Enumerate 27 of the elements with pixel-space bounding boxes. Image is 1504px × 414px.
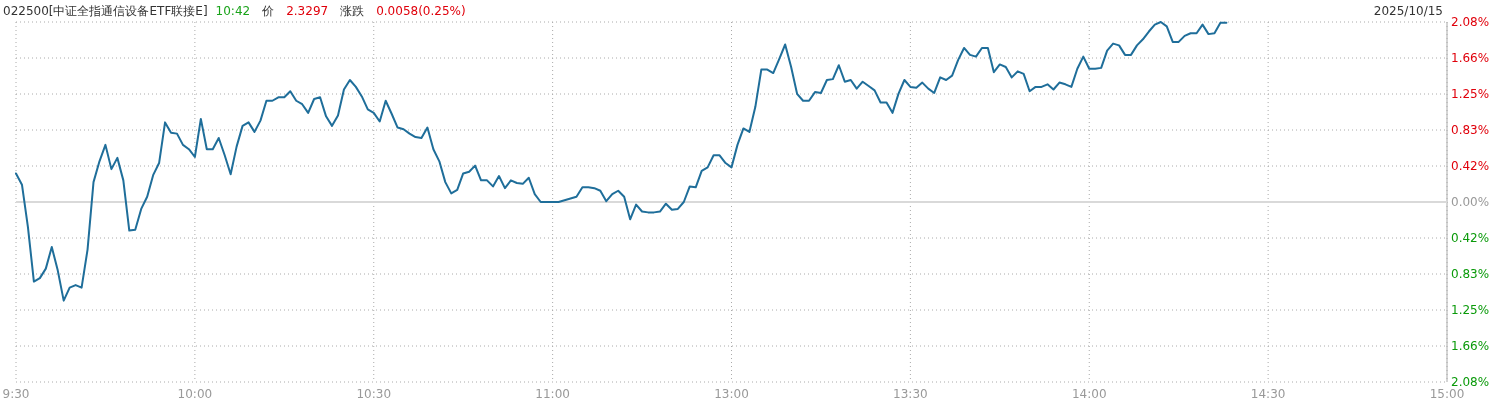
annotation: 2.3297 [286,4,329,18]
ytick: 2.08% [1451,375,1490,389]
ytick: 1.66% [1451,339,1490,353]
xtick: 15:00 [1429,387,1465,401]
xtick: 14:30 [1250,387,1286,401]
ytick: 0.83% [1451,267,1490,281]
xtick: 10:00 [177,387,213,401]
ytick: 0.42% [1451,231,1490,245]
ytick: 1.66% [1451,51,1490,65]
ytick: 1.25% [1451,87,1490,101]
xtick: 13:00 [714,387,749,401]
ytick: 0.83% [1451,123,1490,137]
annotation: 涨跌 [340,4,365,18]
annotation: 2025/10/15 [1373,4,1443,18]
ytick: 2.08% [1451,15,1490,29]
title: 022500[中证全指通信设备ETF联接E] [3,4,208,18]
xtick: 14:00 [1071,387,1107,401]
xtick: 10:30 [356,387,392,401]
ytick: 1.25% [1451,303,1490,317]
xtick: 9:30 [2,387,30,401]
xtick: 13:30 [893,387,928,401]
annotation: 价 [262,4,275,18]
annotation: 10:42 [215,4,251,18]
annotation: 0.0058(0.25%) [376,4,466,18]
xtick: 11:00 [535,387,570,401]
ytick: 0.42% [1451,159,1490,173]
ytick: 0.00% [1451,195,1490,209]
